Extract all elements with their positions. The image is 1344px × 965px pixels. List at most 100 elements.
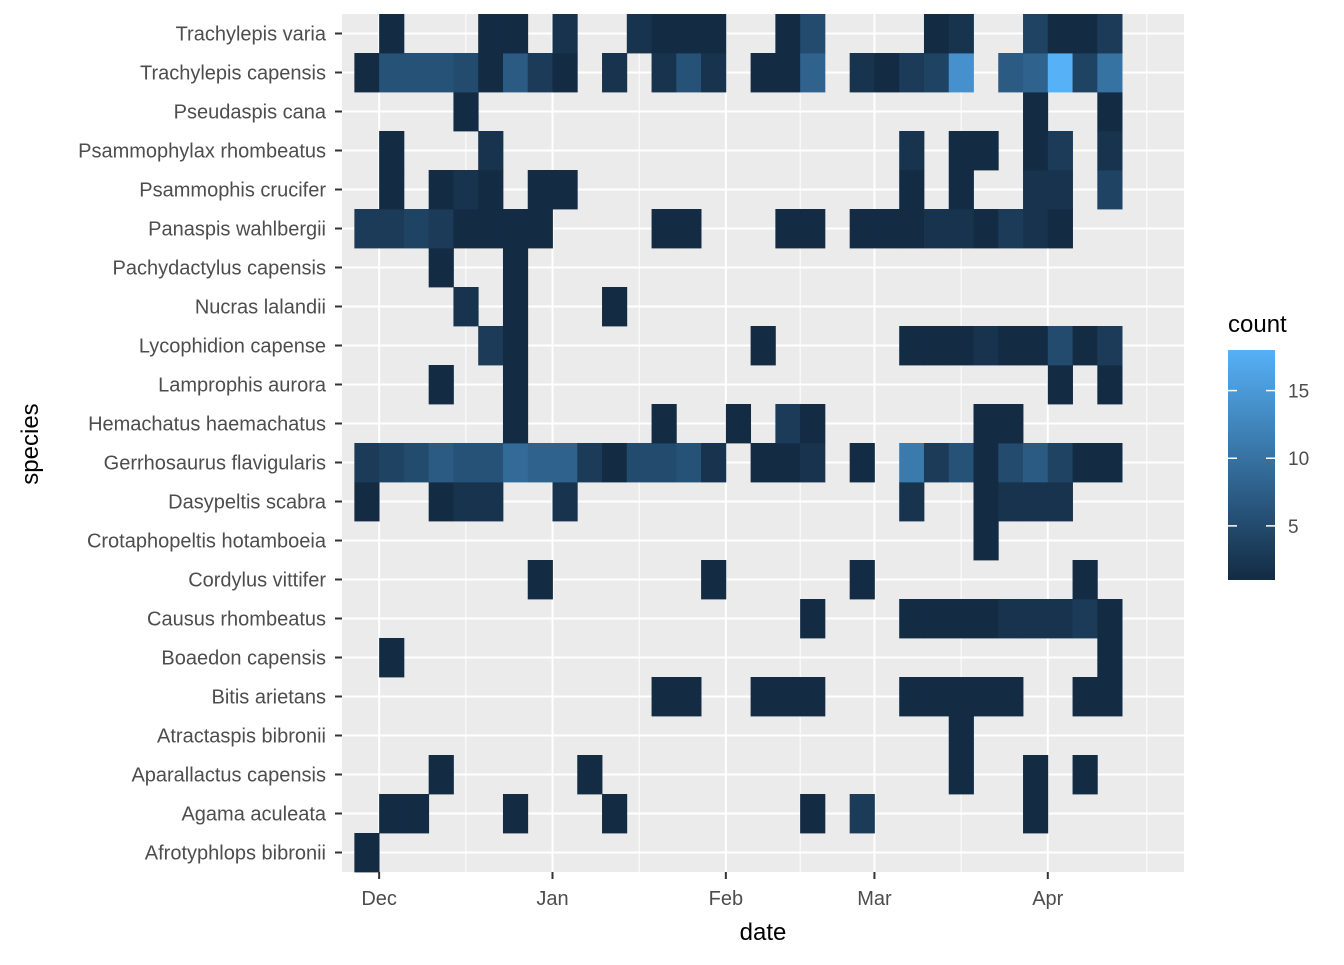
heatmap-tile [428, 755, 454, 795]
heatmap-tile [1097, 170, 1123, 210]
heatmap-tile [1047, 170, 1073, 210]
heatmap-tile [1072, 53, 1098, 93]
heatmap-tile [1023, 755, 1049, 795]
heatmap-tile [502, 287, 529, 327]
heatmap-tile [849, 560, 875, 600]
heatmap-tile [899, 131, 925, 171]
heatmap-tile [923, 53, 950, 93]
heatmap-tile [948, 716, 974, 756]
heatmap-tile [1047, 131, 1073, 171]
heatmap-tile [354, 833, 380, 873]
y-tick-label: Pseudaspis cana [174, 102, 327, 124]
heatmap-tile [899, 209, 925, 249]
heatmap-tile [379, 638, 405, 678]
heatmap-tile [502, 326, 529, 366]
heatmap-tile [899, 677, 925, 717]
heatmap-tile [1097, 443, 1123, 483]
y-tick-label: Trachylepis capensis [140, 63, 326, 85]
heatmap-tile [750, 53, 776, 93]
heatmap-tile [775, 404, 801, 444]
heatmap-tile [379, 170, 405, 210]
heatmap-tile [923, 677, 950, 717]
heatmap-tile [577, 443, 603, 483]
heatmap-tile [651, 14, 677, 54]
heatmap-tile [750, 326, 776, 366]
heatmap-tile [849, 443, 875, 483]
heatmap-tile [478, 14, 504, 54]
heatmap-tile [1023, 131, 1049, 171]
heatmap-tile [998, 209, 1024, 249]
heatmap-tile [998, 443, 1024, 483]
heatmap-tile [1097, 638, 1123, 678]
heatmap-tile [651, 53, 677, 93]
heatmap-tile [354, 209, 380, 249]
heatmap-tile [923, 14, 950, 54]
heatmap-tile [973, 482, 999, 522]
heatmap-tile [800, 53, 826, 93]
heatmap-tile [527, 53, 553, 93]
heatmap-tile [800, 443, 826, 483]
y-tick-label: Hemachatus haemachatus [88, 414, 326, 436]
heatmap-tile [998, 53, 1024, 93]
heatmap-tile [651, 443, 677, 483]
heatmap-tile [354, 482, 380, 522]
heatmap-tile [1047, 599, 1073, 639]
heatmap-tile [676, 14, 702, 54]
heatmap-tile [948, 209, 974, 249]
heatmap-tile [354, 443, 380, 483]
heatmap-tile [502, 53, 529, 93]
heatmap-tile [651, 209, 677, 249]
y-tick-label: Pachydactylus capensis [113, 258, 326, 280]
y-tick-label: Lamprophis aurora [158, 375, 327, 397]
heatmap-tile [948, 677, 974, 717]
heatmap-tile [948, 53, 974, 93]
heatmap-tile [478, 443, 504, 483]
heatmap-tile [676, 53, 702, 93]
heatmap-tile [527, 170, 553, 210]
heatmap-tile [1023, 482, 1049, 522]
heatmap-tile [701, 560, 727, 600]
heatmap-tile [998, 482, 1024, 522]
heatmap-tile [1072, 755, 1098, 795]
heatmap-tile [502, 443, 529, 483]
heatmap-tile [800, 794, 826, 834]
heatmap-tile [899, 326, 925, 366]
heatmap-tile [998, 326, 1024, 366]
heatmap-tile [1023, 794, 1049, 834]
heatmap-tile [899, 599, 925, 639]
heatmap-tile [379, 794, 405, 834]
heatmap-tile [602, 53, 628, 93]
heatmap-tile [1023, 326, 1049, 366]
heatmap-tile [800, 677, 826, 717]
heatmap-tile [899, 443, 925, 483]
y-axis-title: species [17, 403, 44, 484]
heatmap-tile [775, 14, 801, 54]
heatmap-tile [676, 443, 702, 483]
y-tick-label: Psammophis crucifer [139, 180, 326, 202]
heatmap-tile [527, 209, 553, 249]
heatmap-tile [379, 14, 405, 54]
heatmap-tile [1047, 443, 1073, 483]
heatmap-tile [725, 404, 752, 444]
heatmap-tile [998, 677, 1024, 717]
heatmap-tile [849, 209, 875, 249]
heatmap-tile [1023, 209, 1049, 249]
heatmap-tile [973, 404, 999, 444]
y-tick-label: Gerrhosaurus flavigularis [104, 453, 326, 475]
heatmap-tile [973, 326, 999, 366]
y-axis: Afrotyphlops bibronii Agama aculeata Apara… [78, 24, 342, 865]
x-tick-label: Apr [1032, 888, 1063, 910]
heatmap-tile [1047, 209, 1073, 249]
heatmap-tile [403, 794, 430, 834]
y-tick-label: Trachylepis varia [176, 24, 327, 46]
legend-label: 5 [1288, 517, 1299, 538]
heatmap-tile [1023, 170, 1049, 210]
heatmap-tile [502, 794, 529, 834]
heatmap-tile [478, 170, 504, 210]
heatmap-tile [998, 599, 1024, 639]
heatmap-tile [1072, 560, 1098, 600]
x-tick-label: Feb [709, 888, 743, 910]
heatmap-tile [453, 53, 479, 93]
heatmap-tile [1047, 482, 1073, 522]
heatmap-tile [1047, 365, 1073, 405]
